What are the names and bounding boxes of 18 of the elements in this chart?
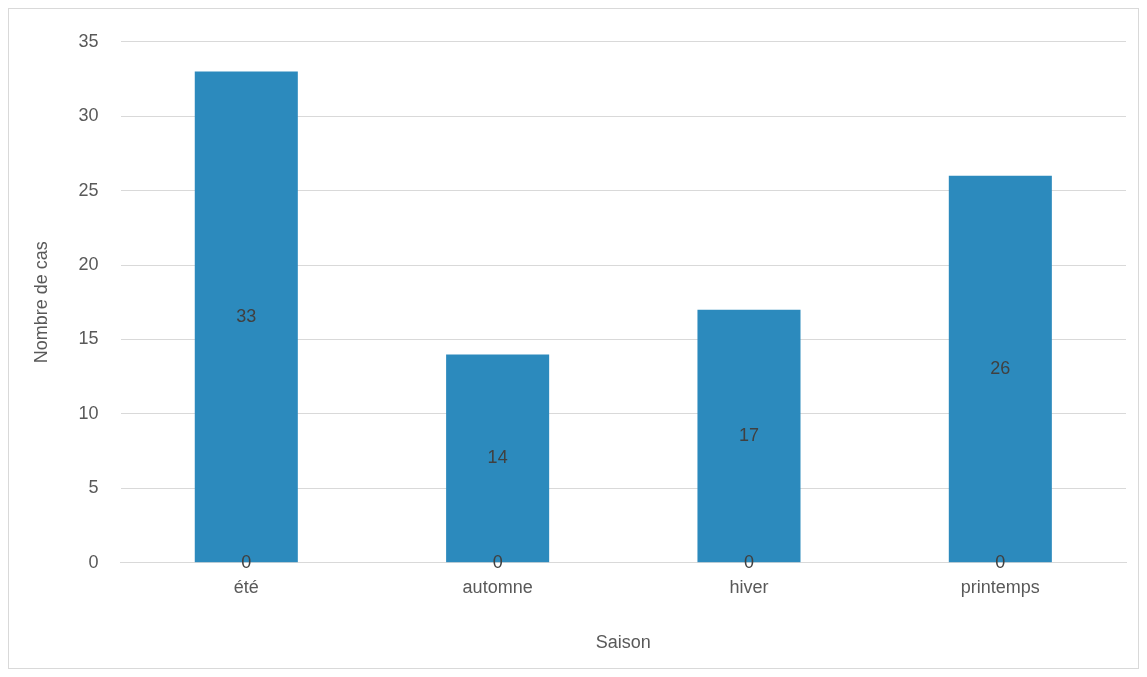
data-label: 33 [236, 305, 257, 326]
y-tick-label: 15 [78, 328, 99, 349]
x-axis-title: Saison [595, 632, 651, 653]
x-tick-label: été [233, 576, 259, 597]
x-tick-label: printemps [960, 576, 1040, 597]
data-label: 14 [487, 447, 508, 468]
data-label: 26 [990, 358, 1011, 378]
y-tick-label: 30 [78, 105, 99, 126]
x-tick-label: hiver [729, 576, 769, 597]
y-tick-label: 5 [88, 477, 99, 498]
y-tick-label: 25 [78, 179, 99, 200]
y-tick-label: 0 [88, 551, 99, 572]
x-tick-label: automne [462, 576, 533, 597]
y-tick-label: 20 [78, 254, 99, 275]
data-label: 17 [738, 424, 759, 445]
y-tick-label: 10 [78, 402, 99, 423]
y-tick-label: 35 [78, 30, 99, 51]
y-axis-title: Nombre de cas [30, 241, 51, 364]
